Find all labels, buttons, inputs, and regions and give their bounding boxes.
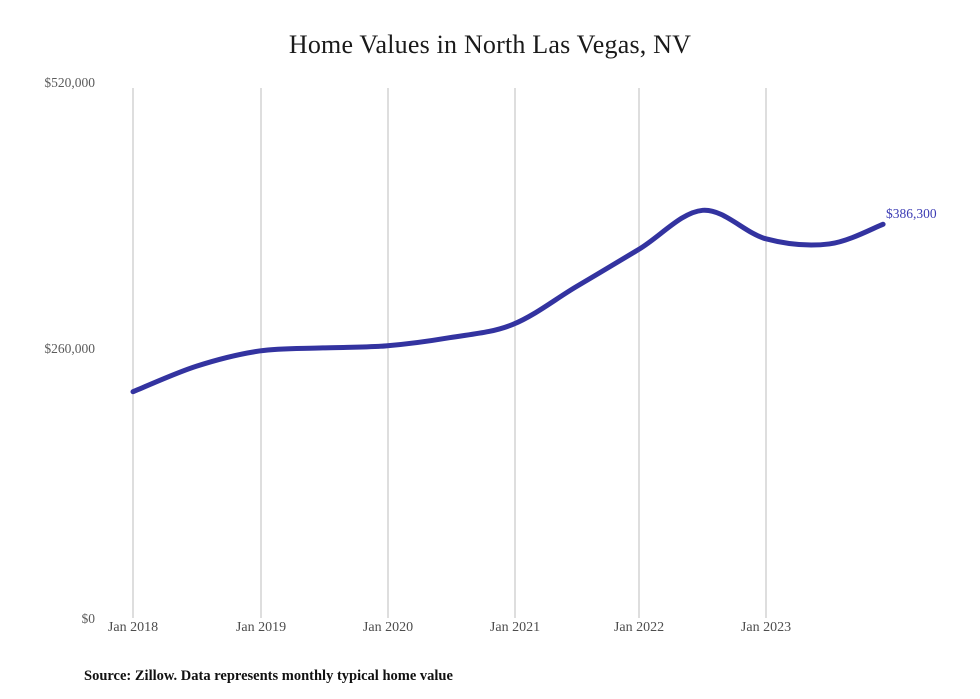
home-value-line-series (130, 207, 886, 395)
source-note: Source: Zillow. Data represents monthly … (84, 668, 453, 684)
y-axis-tick-top: $520,000 (44, 75, 95, 90)
y-axis-tick-mid: $260,000 (44, 341, 95, 356)
y-axis-tick-bottom: $0 (81, 611, 96, 626)
gridlines (132, 88, 767, 618)
x-axis-tick-jan-2019: Jan 2019 (235, 620, 287, 635)
x-axis-tick-jan-2023: Jan 2023 (740, 620, 792, 635)
endpoint-value-label: $386,300 (886, 206, 937, 221)
x-axis-tick-jan-2022: Jan 2022 (613, 620, 665, 635)
x-axis-tick-jan-2020: Jan 2020 (362, 620, 414, 635)
x-axis-tick-jan-2021: Jan 2021 (489, 620, 541, 635)
chart-title: Home Values in North Las Vegas, NV (288, 30, 692, 59)
x-axis-tick-jan-2018: Jan 2018 (107, 620, 159, 635)
